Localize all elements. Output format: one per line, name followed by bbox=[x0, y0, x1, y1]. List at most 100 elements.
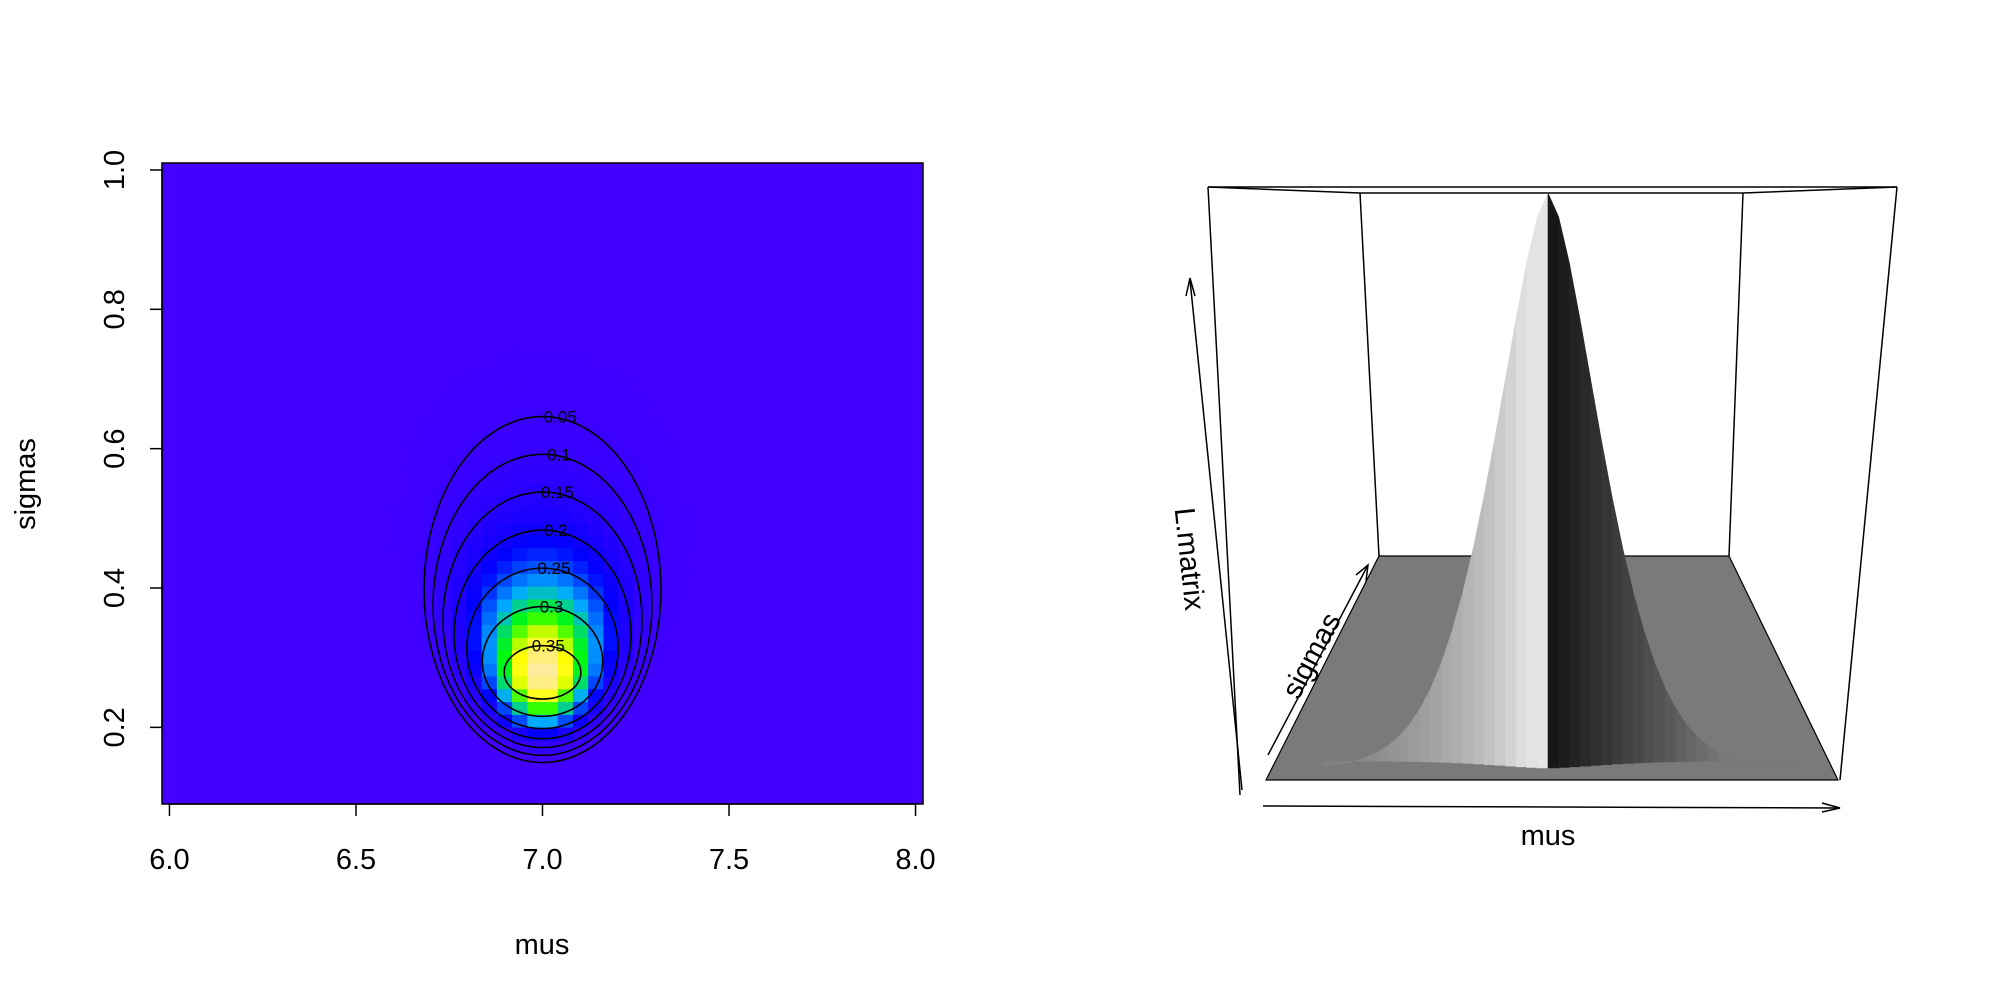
heatmap-cell bbox=[572, 355, 589, 369]
heatmap-cell bbox=[268, 406, 285, 420]
heatmap-cell bbox=[664, 765, 681, 779]
heatmap-cell bbox=[572, 163, 589, 177]
heatmap-cell bbox=[314, 342, 331, 356]
heatmap-cell bbox=[481, 534, 498, 549]
heatmap-cell bbox=[481, 611, 498, 626]
heatmap-cell bbox=[162, 329, 178, 344]
heatmap-cell bbox=[192, 432, 209, 446]
heatmap-cell bbox=[512, 509, 528, 523]
heatmap-cell bbox=[527, 470, 544, 485]
heatmap-cell bbox=[451, 188, 467, 203]
heatmap-cell bbox=[542, 265, 559, 279]
heatmap-cell bbox=[253, 534, 270, 549]
heatmap-cell bbox=[405, 457, 422, 472]
heatmap-cell bbox=[192, 252, 209, 267]
heatmap-cell bbox=[679, 175, 696, 190]
heatmap-cell bbox=[496, 291, 513, 305]
heatmap-cell bbox=[253, 521, 270, 536]
surface-z-label: L.matrix bbox=[1168, 506, 1211, 612]
heatmap-cell bbox=[435, 355, 452, 369]
heatmap-cell bbox=[679, 637, 696, 651]
heatmap-cell bbox=[420, 393, 437, 408]
contour-lines: 0.050.10.150.20.250.30.35 bbox=[423, 408, 662, 764]
heatmap-cell bbox=[527, 534, 544, 549]
heatmap-cell bbox=[664, 739, 681, 754]
heatmap-cell bbox=[892, 573, 909, 587]
heatmap-cell bbox=[862, 534, 878, 549]
heatmap-cell bbox=[162, 688, 178, 703]
heatmap-cell bbox=[420, 265, 437, 279]
heatmap-cell bbox=[527, 227, 544, 241]
heatmap-cell bbox=[435, 368, 452, 382]
heatmap-cell bbox=[390, 727, 407, 741]
heatmap-cell bbox=[527, 175, 544, 190]
heatmap-cell bbox=[298, 457, 315, 472]
heatmap-cell bbox=[725, 714, 741, 728]
heatmap-cell bbox=[512, 778, 528, 792]
heatmap-cell bbox=[527, 701, 544, 715]
heatmap-cell bbox=[603, 457, 620, 472]
heatmap-cell bbox=[192, 316, 209, 331]
heatmap-cell bbox=[162, 368, 178, 382]
surface-strip bbox=[1302, 760, 1314, 768]
heatmap-cell bbox=[405, 624, 422, 638]
heatmap-cell bbox=[801, 611, 818, 626]
heatmap-cell bbox=[603, 534, 620, 549]
heatmap-cell bbox=[496, 432, 513, 446]
heatmap-cell bbox=[390, 560, 407, 574]
heatmap-cell bbox=[481, 547, 498, 562]
heatmap-cell bbox=[557, 252, 574, 267]
heatmap-cell bbox=[207, 291, 224, 305]
heatmap-cell bbox=[207, 227, 224, 241]
heatmap-cell bbox=[451, 201, 467, 215]
heatmap-cell bbox=[283, 304, 300, 318]
heatmap-cell bbox=[633, 739, 650, 754]
heatmap-cell bbox=[603, 470, 620, 485]
heatmap-cell bbox=[770, 393, 787, 408]
heatmap-cell bbox=[496, 509, 513, 523]
heatmap-cell bbox=[679, 701, 696, 715]
heatmap-cell bbox=[420, 163, 437, 177]
lmatrix-arrowhead bbox=[1185, 277, 1196, 297]
heatmap-cell bbox=[877, 368, 894, 382]
heatmap-cell bbox=[725, 239, 741, 254]
heatmap-cell bbox=[298, 265, 315, 279]
heatmap-cell bbox=[420, 765, 437, 779]
heatmap-cell bbox=[725, 291, 741, 305]
heatmap-cell bbox=[253, 201, 270, 215]
heatmap-cell bbox=[162, 752, 178, 767]
heatmap-cell bbox=[207, 586, 224, 600]
heatmap-cell bbox=[359, 368, 376, 382]
heatmap-cell bbox=[907, 509, 923, 523]
heatmap-cell bbox=[268, 714, 285, 728]
surface-strip bbox=[1547, 192, 1559, 769]
heatmap-cell bbox=[359, 175, 376, 190]
heatmap-cell bbox=[481, 573, 498, 587]
heatmap-cell bbox=[542, 624, 559, 638]
heatmap-cell bbox=[892, 534, 909, 549]
heatmap-cell bbox=[801, 163, 818, 177]
heatmap-cell bbox=[283, 227, 300, 241]
heatmap-cell bbox=[755, 496, 772, 510]
heatmap-cell bbox=[481, 496, 498, 510]
heatmap-cell bbox=[801, 714, 818, 728]
contour-label: 0.15 bbox=[541, 483, 574, 502]
heatmap-cell bbox=[740, 329, 757, 344]
heatmap-cell bbox=[892, 470, 909, 485]
heatmap-cell bbox=[846, 188, 863, 203]
contour-line bbox=[453, 529, 632, 740]
heatmap-cell bbox=[177, 342, 194, 356]
heatmap-cell bbox=[786, 265, 802, 279]
heatmap-cell bbox=[679, 675, 696, 690]
heatmap-cell bbox=[222, 368, 239, 382]
heatmap-cell bbox=[238, 227, 254, 241]
heatmap-cell bbox=[253, 752, 270, 767]
heatmap-cell bbox=[770, 163, 787, 177]
heatmap-cell bbox=[268, 445, 285, 459]
heatmap-cell bbox=[512, 675, 528, 690]
heatmap-cell bbox=[222, 637, 239, 651]
heatmap-cell bbox=[679, 560, 696, 574]
heatmap-cell bbox=[877, 534, 894, 549]
heatmap-cell bbox=[831, 573, 848, 587]
heatmap-cell bbox=[740, 778, 757, 792]
